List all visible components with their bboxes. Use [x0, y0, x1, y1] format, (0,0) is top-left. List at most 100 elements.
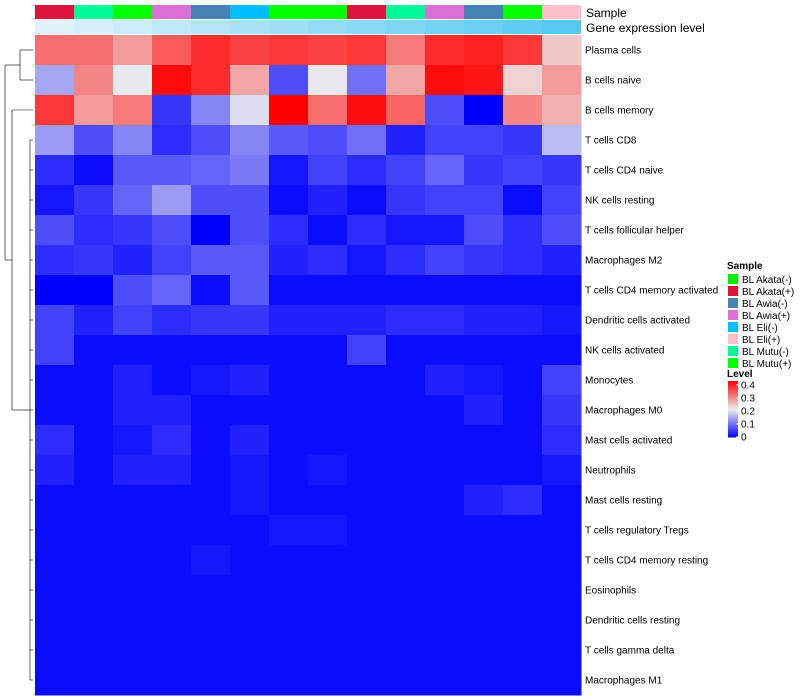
level-legend-gradient-step	[728, 383, 738, 386]
heatmap-cells	[35, 35, 582, 696]
heatmap-cell	[308, 365, 348, 396]
row-label: NK cells resting	[585, 196, 654, 207]
heatmap-cell	[152, 275, 192, 306]
heatmap-cell	[386, 275, 426, 306]
heatmap-cell	[347, 245, 387, 276]
heatmap-cell	[230, 215, 270, 246]
heatmap-cell	[35, 365, 75, 396]
heatmap-cell	[425, 665, 465, 696]
level-legend-gradient-step	[728, 402, 738, 404]
heatmap-cell	[269, 95, 309, 126]
heatmap-cell	[347, 455, 387, 486]
heatmap-cell	[74, 455, 114, 486]
heatmap-cell	[542, 275, 582, 306]
row-label: NK cells activated	[585, 346, 664, 357]
heatmap-cell	[152, 395, 192, 426]
level-legend-gradient-step	[728, 425, 738, 428]
heatmap-cell	[152, 605, 192, 636]
heatmap-cell	[74, 125, 114, 156]
heatmap-cell	[542, 425, 582, 456]
heatmap-cell	[542, 545, 582, 576]
heatmap-cell	[74, 425, 114, 456]
heatmap-cell	[347, 515, 387, 546]
heatmap-cell	[308, 185, 348, 216]
heatmap-cell	[542, 455, 582, 486]
heatmap-cell	[152, 35, 192, 66]
heatmap-cell	[191, 155, 231, 186]
heatmap-cell	[386, 515, 426, 546]
sample-legend-label: BL Akata(-)	[742, 275, 792, 286]
heatmap-cell	[425, 485, 465, 516]
sample-legend-swatch	[728, 298, 738, 308]
heatmap-cell	[464, 485, 504, 516]
heatmap-cell	[386, 395, 426, 426]
heatmap-cell	[269, 425, 309, 456]
sample-annotation-cell	[464, 5, 503, 19]
heatmap-cell	[191, 125, 231, 156]
heatmap-cell	[269, 635, 309, 666]
heatmap-cell	[113, 365, 153, 396]
heatmap-cell	[191, 515, 231, 546]
annotation-title-sample: Sample	[586, 6, 627, 20]
sample-annotation-cell	[230, 5, 269, 19]
heatmap-cell	[230, 605, 270, 636]
row-dendrogram	[4, 49, 33, 681]
heatmap-cell	[386, 425, 426, 456]
heatmap-cell	[113, 245, 153, 276]
heatmap-cell	[308, 65, 348, 96]
heatmap-cell	[35, 245, 75, 276]
heatmap-cell	[542, 515, 582, 546]
heatmap-cell	[35, 515, 75, 546]
heatmap-cell	[74, 155, 114, 186]
gene-expression-annotation-cell	[152, 20, 191, 34]
heatmap-cell	[386, 665, 426, 696]
heatmap-cell	[386, 245, 426, 276]
heatmap-cell	[269, 245, 309, 276]
level-legend-gradient-step	[728, 397, 738, 400]
sample-legend-label: BL Awia(+)	[742, 311, 790, 322]
sample-legend-swatch	[728, 322, 738, 332]
heatmap-cell	[386, 35, 426, 66]
heatmap-cell	[503, 275, 543, 306]
heatmap-cell	[230, 365, 270, 396]
heatmap-cell	[74, 185, 114, 216]
heatmap-cell	[347, 365, 387, 396]
heatmap-cell	[230, 95, 270, 126]
heatmap-cell	[74, 635, 114, 666]
heatmap-cell	[74, 485, 114, 516]
sample-legend-swatch	[728, 274, 738, 284]
heatmap-cell	[386, 455, 426, 486]
heatmap-cell	[191, 455, 231, 486]
heatmap-cell	[386, 545, 426, 576]
level-legend-gradient-step	[728, 406, 738, 409]
level-legend-tick-label: 0	[741, 433, 747, 444]
level-legend-gradient-step	[728, 424, 738, 427]
heatmap-cell	[542, 575, 582, 606]
sample-annotation-cell	[347, 5, 386, 19]
heatmap-cell	[425, 215, 465, 246]
gene-expression-annotation-cell	[425, 20, 464, 34]
heatmap-cell	[113, 395, 153, 426]
heatmap-cell	[152, 125, 192, 156]
level-legend-gradient-step	[728, 432, 738, 435]
heatmap-cell	[464, 365, 504, 396]
heatmap-cell	[35, 65, 75, 96]
heatmap-cell	[464, 305, 504, 336]
heatmap-cell	[74, 335, 114, 366]
heatmap-cell	[308, 455, 348, 486]
level-legend-gradient-step	[728, 428, 738, 431]
heatmap-cell	[347, 95, 387, 126]
heatmap-cell	[35, 485, 75, 516]
heatmap-cell	[113, 65, 153, 96]
heatmap-cell	[464, 275, 504, 306]
heatmap-cell	[74, 545, 114, 576]
level-legend-gradient-step	[728, 386, 738, 389]
heatmap-cell	[191, 575, 231, 606]
heatmap-cell	[230, 575, 270, 606]
heatmap-cell	[152, 365, 192, 396]
heatmap-cell	[74, 395, 114, 426]
heatmap-cell	[113, 425, 153, 456]
heatmap-cell	[191, 395, 231, 426]
heatmap-cell	[425, 365, 465, 396]
level-legend-gradient-step	[728, 431, 738, 434]
